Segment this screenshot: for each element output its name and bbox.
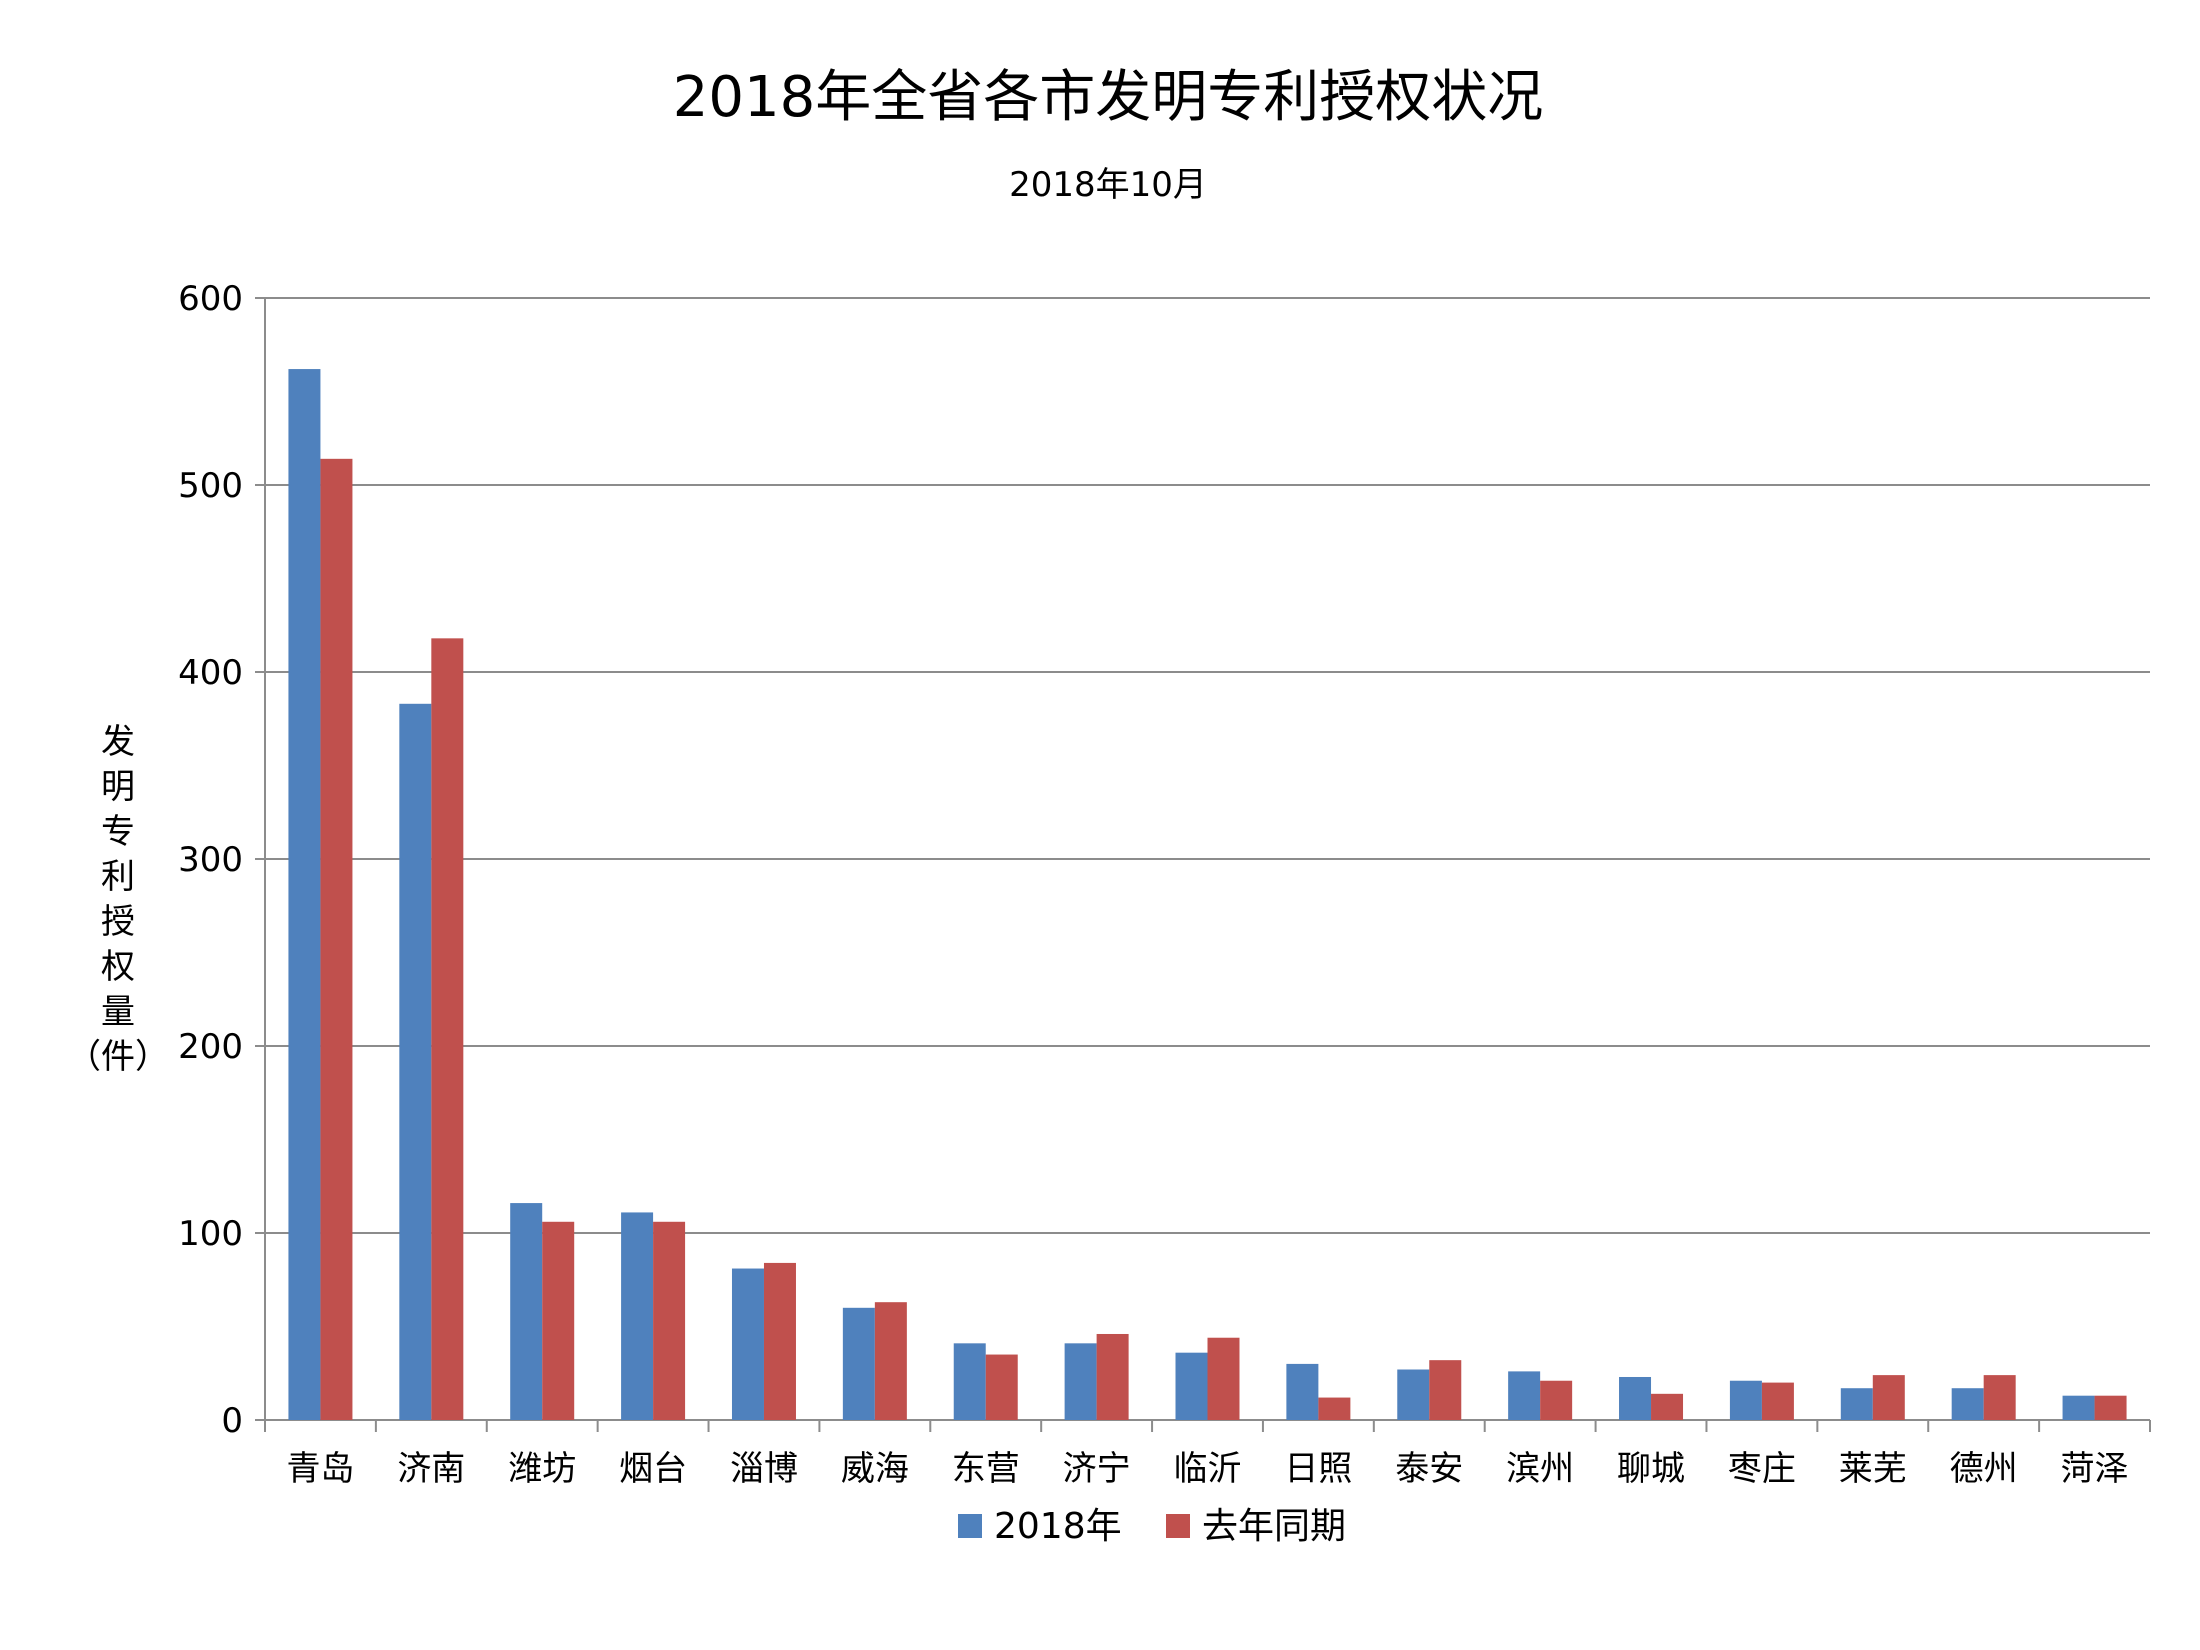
bar-previous-9: [1318, 1397, 1351, 1420]
y-axis-label: 发明专利授权量（件）: [67, 722, 169, 1077]
y-tick-label: 600: [178, 279, 243, 319]
chart-title: 2018年全省各市发明专利授权状况: [673, 65, 1544, 130]
bar-current-16: [2062, 1395, 2095, 1420]
bar-current-9: [1286, 1363, 1319, 1420]
category-label: 济宁: [1063, 1449, 1131, 1489]
legend-swatch: [958, 1514, 982, 1538]
bar-current-12: [1619, 1376, 1652, 1420]
category-label: 烟台: [619, 1449, 687, 1489]
bar-previous-8: [1207, 1337, 1240, 1420]
legend-swatch: [1166, 1514, 1190, 1538]
legend-label: 去年同期: [1202, 1506, 1346, 1547]
bar-current-14: [1840, 1388, 1873, 1420]
bar-previous-1: [431, 638, 464, 1420]
bar-previous-2: [542, 1221, 575, 1420]
category-label: 威海: [841, 1449, 909, 1489]
y-tick-label: 200: [178, 1027, 243, 1067]
bar-previous-7: [1096, 1333, 1129, 1420]
y-tick-label: 0: [221, 1401, 243, 1441]
category-label: 潍坊: [508, 1449, 576, 1489]
bar-previous-3: [653, 1221, 686, 1420]
category-label: 日照: [1284, 1449, 1352, 1489]
bar-current-13: [1729, 1380, 1762, 1420]
y-axis-title: 发明专利授权量（件）: [67, 722, 169, 1077]
y-tick-label: 400: [178, 653, 243, 693]
category-label: 莱芜: [1839, 1449, 1907, 1489]
category-label: 临沂: [1174, 1449, 1242, 1489]
bar-current-0: [288, 369, 321, 1420]
gridlines: [265, 297, 2150, 1234]
bar-previous-16: [2094, 1395, 2127, 1420]
y-tick-label: 100: [178, 1214, 243, 1254]
bar-previous-0: [320, 458, 353, 1420]
bar-previous-5: [874, 1302, 907, 1420]
bar-previous-6: [985, 1354, 1018, 1420]
bars: [288, 369, 2127, 1420]
bar-current-15: [1951, 1388, 1984, 1420]
bar-current-3: [621, 1212, 654, 1420]
bar-current-8: [1175, 1352, 1208, 1420]
category-label: 青岛: [286, 1449, 354, 1489]
bar-current-10: [1397, 1369, 1430, 1420]
category-label: 菏泽: [2061, 1449, 2129, 1489]
category-label: 淄博: [730, 1449, 798, 1489]
chart-subtitle: 2018年10月: [1009, 165, 1207, 205]
bar-previous-14: [1872, 1375, 1905, 1420]
bar-previous-4: [763, 1262, 796, 1420]
legend-label: 2018年: [994, 1506, 1122, 1547]
legend: 2018年 去年同期: [958, 1506, 1346, 1547]
y-tick-label: 500: [178, 466, 243, 506]
category-label: 枣庄: [1728, 1449, 1796, 1489]
bar-previous-11: [1540, 1380, 1573, 1420]
bar-current-11: [1508, 1371, 1541, 1420]
y-tick-label: 300: [178, 840, 243, 880]
bar-current-4: [731, 1268, 764, 1420]
bar-previous-13: [1761, 1382, 1794, 1420]
category-label: 济南: [397, 1449, 465, 1489]
bar-previous-12: [1651, 1393, 1684, 1420]
bar-current-7: [1064, 1343, 1097, 1420]
category-label: 东营: [952, 1449, 1020, 1489]
category-label: 泰安: [1395, 1449, 1463, 1489]
bar-current-2: [510, 1203, 543, 1420]
axes: 0 100 200 300 400 500 600 青岛 济南 潍坊 烟台 淄博 威海 东营 济宁 临沂 日照 泰…: [178, 279, 2151, 1489]
bar-previous-10: [1429, 1360, 1462, 1420]
bar-previous-15: [1983, 1375, 2016, 1420]
category-label: 德州: [1950, 1449, 2018, 1489]
bar-current-1: [399, 703, 432, 1420]
category-label: 滨州: [1506, 1449, 1574, 1489]
bar-current-5: [842, 1307, 875, 1420]
bar-current-6: [953, 1343, 986, 1420]
category-label: 聊城: [1617, 1449, 1685, 1489]
